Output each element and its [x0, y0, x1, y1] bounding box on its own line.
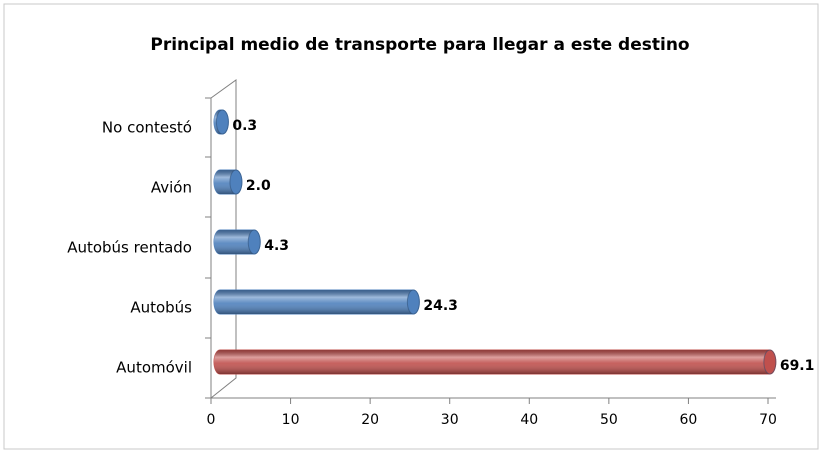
value-label: 4.3 — [264, 238, 289, 254]
y-tick-label: Avión — [151, 179, 192, 197]
x-tick-label: 60 — [680, 412, 698, 428]
x-tick-label: 10 — [282, 412, 300, 428]
x-tick-label: 30 — [441, 412, 459, 428]
value-label: 24.3 — [423, 298, 458, 314]
bar-cap — [215, 109, 229, 135]
bar-cap — [763, 349, 777, 375]
x-tick-label: 20 — [361, 412, 379, 428]
bar-cap — [406, 289, 420, 315]
value-label: 69.1 — [780, 358, 815, 374]
y-tick-label: No contestó — [102, 119, 192, 137]
x-tick-label: 0 — [207, 412, 216, 428]
y-tick-label: Automóvil — [116, 359, 192, 377]
x-tick-label: 50 — [600, 412, 618, 428]
bar-cap — [247, 229, 261, 255]
y-tick-label: Autobús rentado — [67, 239, 192, 257]
chart-border — [3, 3, 819, 450]
chart-title: Principal medio de transporte para llega… — [150, 35, 689, 55]
y-tick-label: Autobús — [130, 299, 192, 317]
x-tick-label: 40 — [520, 412, 538, 428]
bar-cap — [229, 169, 243, 195]
x-tick-label: 70 — [759, 412, 777, 428]
value-label: 0.3 — [232, 118, 257, 134]
bar-shade — [214, 290, 420, 314]
bar-shade — [214, 350, 776, 374]
value-label: 2.0 — [246, 178, 271, 194]
